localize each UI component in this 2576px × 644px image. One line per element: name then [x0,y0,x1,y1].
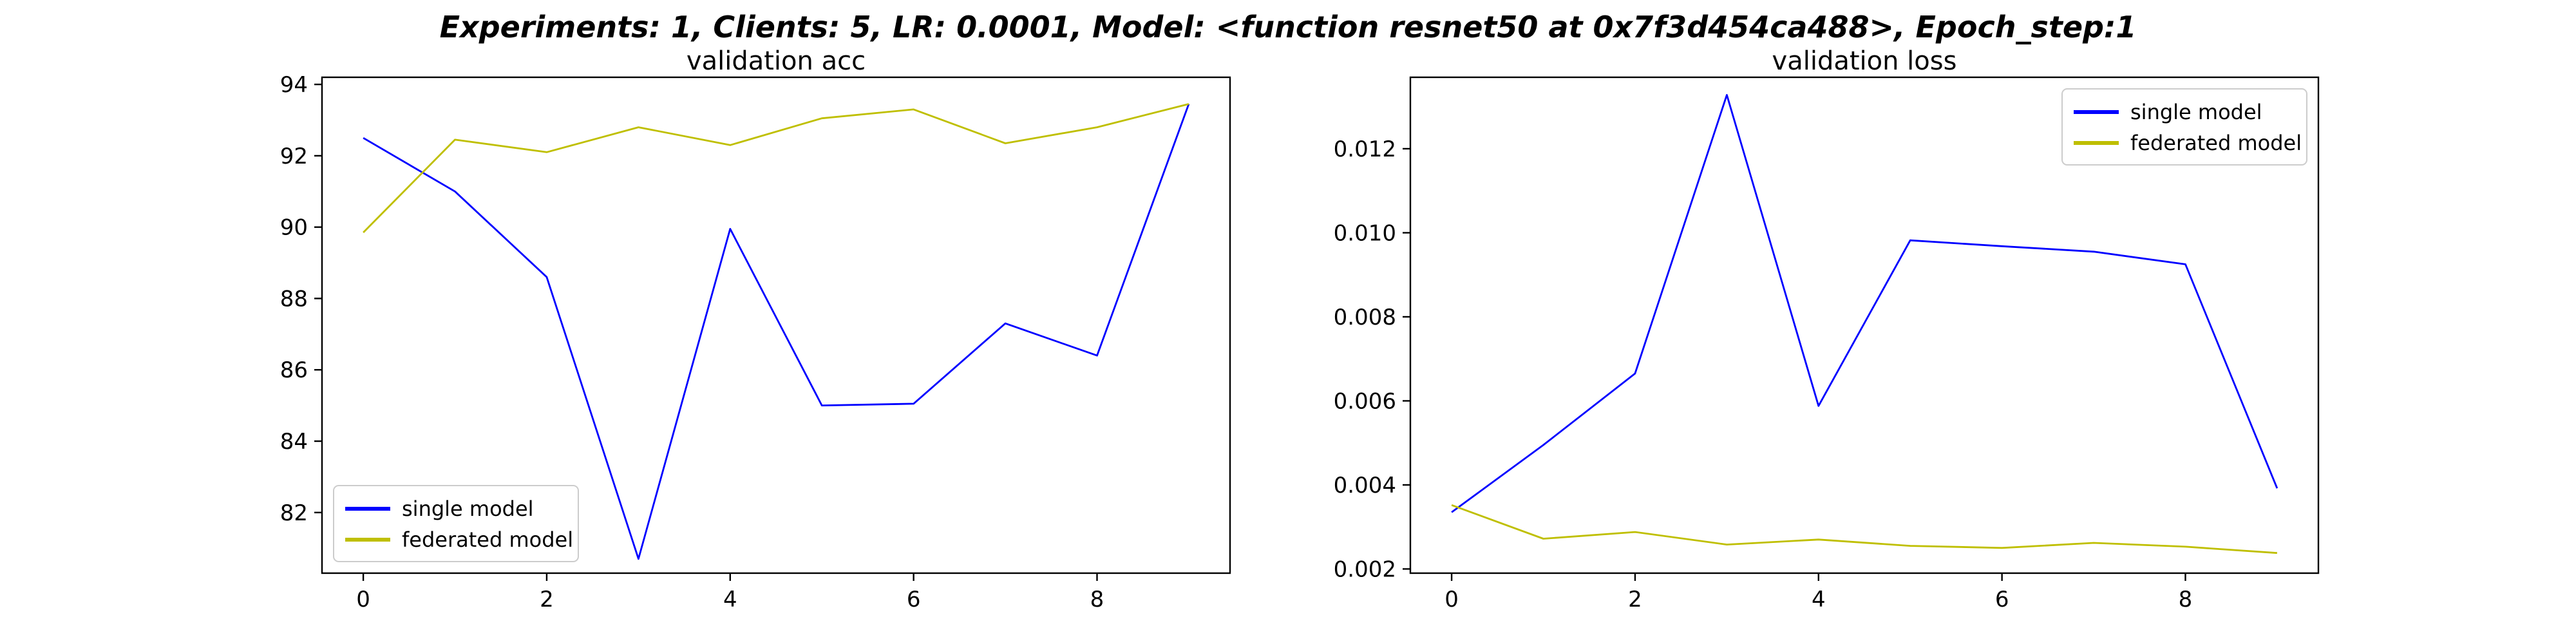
legend-label: federated model [402,527,573,552]
legend: single model federated model [333,485,579,562]
y-tick-label: 82 [280,500,308,526]
series-line-single-model [363,104,1190,560]
axes-frame [321,76,1231,574]
x-tick-label: 8 [1090,587,1104,612]
legend-frame [333,485,579,562]
series-line-federated-model [1451,504,2277,554]
validation-loss-chart: validation loss 0 2 4 6 8 0.002 0.004 0.006 0.008… [1334,46,2320,612]
y-tick-label: 90 [280,215,308,241]
y-tick-label: 86 [280,357,308,383]
validation-acc-chart: validation acc 0 2 4 6 8 82 84 86 88 90 92 94 single … [280,46,1231,612]
series-line-single-model [1451,93,2278,513]
series-line-federated-model [363,103,1189,233]
x-tick-label: 0 [356,587,370,612]
legend-label: single model [402,497,534,521]
x-tick-label: 6 [907,587,921,612]
x-tick-label: 6 [1995,587,2009,612]
y-tick-label: 0.012 [1334,137,1396,162]
axes-frame [1409,76,2320,574]
legend-label: single model [2130,100,2262,124]
y-tick-label: 0.008 [1334,305,1396,330]
y-tick-label: 94 [280,72,308,98]
legend-frame [2061,88,2307,166]
legend-label: federated model [2130,131,2302,155]
x-tick-label: 8 [2179,587,2193,612]
x-tick-label: 2 [540,587,554,612]
x-tick-label: 4 [1812,587,1826,612]
y-tick-label: 84 [280,429,308,455]
y-tick-label: 88 [280,286,308,312]
y-tick-label: 0.010 [1334,220,1396,246]
figure-suptitle: Experiments: 1, Clients: 5, LR: 0.0001, … [440,10,2137,44]
legend: single model federated model [2061,88,2307,166]
x-tick-label: 4 [723,587,737,612]
y-tick-label: 92 [280,144,308,169]
y-tick-label: 0.002 [1334,556,1396,582]
axes-title: validation acc [687,46,866,76]
x-tick-label: 0 [1444,587,1459,612]
x-tick-label: 2 [1628,587,1642,612]
y-tick-label: 0.004 [1334,473,1396,498]
y-tick-label: 0.006 [1334,388,1396,414]
axes-title: validation loss [1772,46,1957,76]
